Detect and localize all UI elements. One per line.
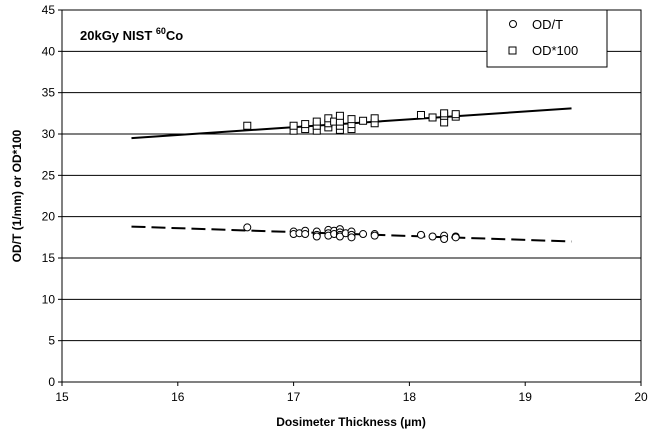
y-tick-label: 35 xyxy=(42,86,56,100)
data-points xyxy=(243,109,460,243)
legend-label-od-100: OD*100 xyxy=(532,43,578,58)
point-od-t xyxy=(428,232,437,241)
point-od-t xyxy=(451,233,460,242)
point-od-t xyxy=(440,234,449,243)
point-od-t xyxy=(347,233,356,242)
y-tick-label: 15 xyxy=(42,251,56,265)
y-tick-label: 5 xyxy=(48,334,55,348)
y-tick-label: 20 xyxy=(42,210,56,224)
point-od-100 xyxy=(243,121,252,130)
point-od-t xyxy=(370,231,379,240)
y-tick-label: 40 xyxy=(42,44,56,58)
legend-label-od-t: OD/T xyxy=(532,17,563,32)
legend-marker-square xyxy=(508,46,517,55)
point-od-100 xyxy=(440,118,449,127)
point-od-100 xyxy=(359,116,368,125)
x-axis-ticks: 15 16 17 18 19 20 xyxy=(55,382,648,404)
point-od-100 xyxy=(301,120,310,129)
x-tick-label: 16 xyxy=(171,390,185,404)
annotation-superscript: 60 xyxy=(156,26,166,36)
y-axis-title: OD/T (1/mm) or OD*100 xyxy=(10,129,24,262)
gridlines xyxy=(62,50,641,342)
point-od-100 xyxy=(428,113,437,122)
legend-marker-circle xyxy=(509,20,517,28)
point-od-t xyxy=(312,232,321,241)
point-od-t xyxy=(335,232,344,241)
point-od-100 xyxy=(416,110,425,119)
point-od-100 xyxy=(347,115,356,124)
y-tick-label: 45 xyxy=(42,3,56,17)
x-tick-label: 20 xyxy=(634,390,648,404)
legend-box xyxy=(486,9,608,68)
x-tick-label: 17 xyxy=(287,390,301,404)
y-tick-label: 25 xyxy=(42,168,56,182)
chart-annotation: 20kGy NIST 60Co xyxy=(80,26,183,43)
x-axis-title: Dosimeter Thickness (µm) xyxy=(276,415,426,429)
y-tick-label: 30 xyxy=(42,127,56,141)
x-tick-label: 15 xyxy=(55,390,69,404)
point-od-t xyxy=(243,223,252,232)
point-od-100 xyxy=(335,111,344,120)
y-axis-ticks: 0 5 10 15 20 25 30 35 40 45 xyxy=(42,3,62,389)
point-od-100 xyxy=(289,121,298,130)
point-od-100 xyxy=(312,117,321,126)
point-od-100 xyxy=(451,110,460,119)
plot-area-frame xyxy=(61,9,642,383)
point-od-t xyxy=(416,230,425,239)
point-od-100 xyxy=(440,109,449,118)
y-tick-label: 10 xyxy=(42,292,56,306)
point-od-100 xyxy=(370,114,379,123)
legend: OD/T OD*100 xyxy=(486,9,608,68)
point-od-t xyxy=(301,230,310,239)
x-tick-label: 19 xyxy=(519,390,533,404)
y-tick-label: 0 xyxy=(48,375,55,389)
x-tick-label: 18 xyxy=(403,390,417,404)
point-od-t xyxy=(359,230,368,239)
